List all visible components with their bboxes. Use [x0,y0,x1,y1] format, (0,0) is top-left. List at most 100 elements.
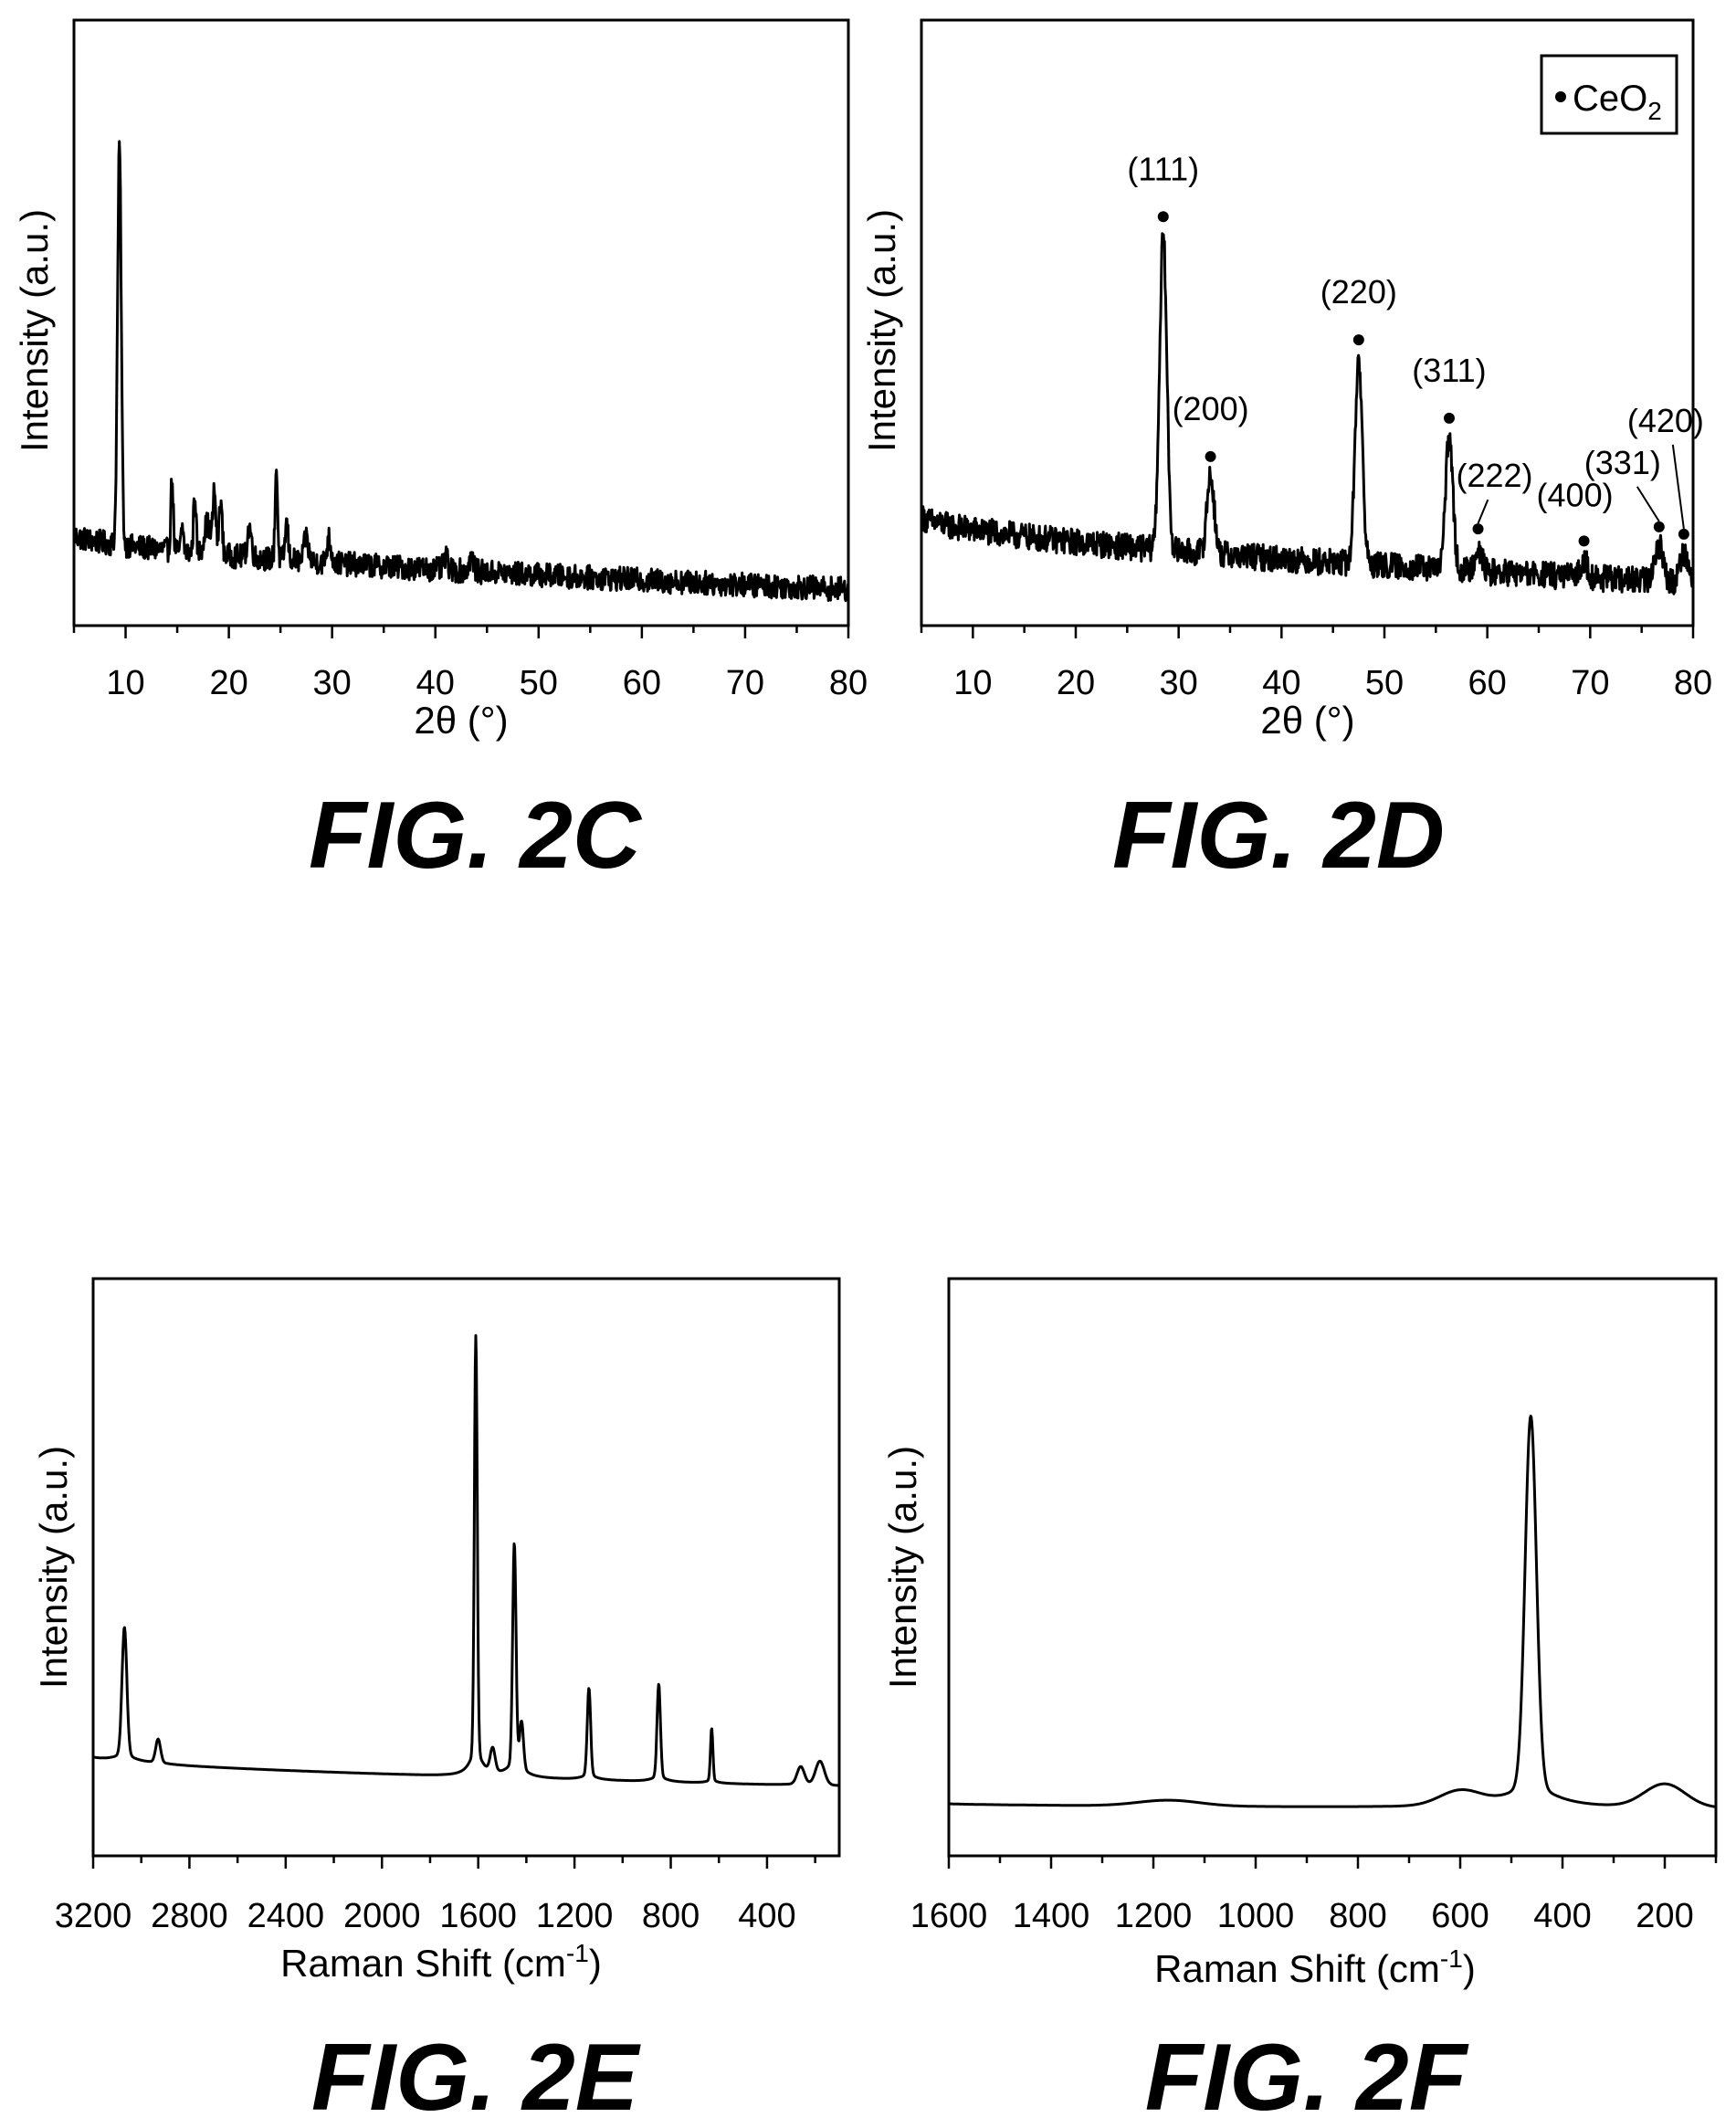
x-tick-label: 70 [726,664,764,702]
plot-frame-2e [91,1277,841,1858]
panel-2e: 3200 2800 2400 2000 1600 1200 800 400 Raman Shi… [32,1277,841,2128]
x-tick-label: 50 [520,664,558,702]
spectrum-line-2e [92,1333,840,1787]
x-tick-label: 1400 [1013,1897,1090,1935]
x-axis-label-sup-2f: -1 [1440,1944,1463,1973]
legend-marker-2d [1555,91,1566,102]
x-tick-label: 800 [1329,1897,1386,1935]
peak-leader-line [1671,444,1685,530]
x-tick-label: 3200 [55,1897,132,1935]
x-tick-label: 400 [738,1897,795,1935]
figure-label-2d: FIG. 2D [1112,783,1445,889]
figure-label-2c: FIG. 2C [309,783,643,889]
x-tick-label: 60 [1468,664,1507,702]
x-tick-labels-2e: 3200 2800 2400 2000 1600 1200 800 400 [55,1897,796,1935]
series-2e [92,1333,840,1787]
x-tick-label: 10 [953,664,992,702]
peak-marker [1678,528,1689,540]
x-axis-label-2e: Raman Shift (cm-1) [280,1939,602,1985]
series-2d [920,232,1695,595]
series-2c [72,140,850,603]
y-axis-label-2c: Intensity (a.u.) [13,209,56,452]
x-tick-label: 80 [1674,664,1712,702]
x-tick-label: 20 [1057,664,1095,702]
x-ticks-2e [91,1856,816,1869]
x-tick-label: 1600 [439,1897,517,1935]
series-2f [948,1415,1717,1808]
spectrum-line-2d [920,232,1695,595]
y-axis-label-2d: Intensity (a.u.) [860,209,903,452]
legend-text-sub-2d: 2 [1647,97,1662,125]
x-tick-label: 40 [1262,664,1300,702]
x-tick-label: 30 [313,664,352,702]
x-tick-label: 1000 [1217,1897,1295,1935]
figure-label-2e: FIG. 2E [311,2025,641,2128]
x-tick-label: 30 [1160,664,1198,702]
x-tick-label: 1600 [910,1897,988,1935]
spectrum-line-2f [948,1415,1717,1808]
x-ticks-2d [920,626,1695,638]
peak-index-label: (222) [1457,457,1533,494]
peak-leader-line [1636,486,1660,522]
x-tick-label: 2400 [247,1897,325,1935]
x-tick-label: 2800 [151,1897,228,1935]
x-tick-label: 2000 [343,1897,421,1935]
x-tick-label: 70 [1571,664,1609,702]
plot-frame-2d [920,18,1695,627]
peak-marker [1205,450,1216,462]
x-tick-labels-2f: 1600 1400 1200 1000 800 600 400 200 [910,1897,1694,1935]
panel-2c: 10 20 30 40 50 60 70 80 2θ (°) Intensity (a.u.)… [13,18,868,889]
y-axis-label-2e: Intensity (a.u.) [32,1446,75,1689]
peak-index-label: (331) [1584,444,1661,481]
x-axis-label-sup-2e: -1 [566,1939,589,1967]
x-tick-labels-2d: 10 20 30 40 50 60 70 80 [953,664,1712,702]
x-tick-label: 600 [1431,1897,1489,1935]
plot-frame-2c [72,18,850,627]
x-tick-label: 10 [106,664,144,702]
peak-index-label: (220) [1320,273,1397,311]
peak-marker [1578,535,1590,547]
x-axis-label-2d: 2θ (°) [1260,699,1354,742]
x-tick-label: 1200 [536,1897,614,1935]
peak-index-label: (400) [1537,476,1614,513]
x-ticks-2f [947,1856,1718,1869]
y-axis-label-2f: Intensity (a.u.) [881,1446,924,1689]
peak-marker [1352,334,1364,346]
annotations-2d: (111) (200) (220) (311) (222)(400)(331) (420) [1127,150,1704,547]
peak-index-label: (200) [1173,390,1249,427]
x-axis-label-tail-2e: ) [589,1942,602,1985]
peak-marker [1472,523,1484,535]
peak-index-label: (311) [1412,352,1486,389]
x-tick-label: 1200 [1115,1897,1193,1935]
peak-index-label: (111) [1127,150,1199,187]
x-tick-label: 800 [642,1897,700,1935]
x-axis-label-main-2e: Raman Shift (cm [280,1942,566,1985]
legend-2d: CeO2 [1540,54,1678,135]
plot-frame-2f [947,1277,1718,1858]
x-tick-label: 80 [829,664,868,702]
x-axis-label-tail-2f: ) [1463,1947,1476,1990]
legend-text-main-2d: CeO [1573,79,1647,119]
x-tick-label: 20 [209,664,247,702]
x-tick-label: 200 [1636,1897,1693,1935]
legend-text-2d: CeO2 [1573,79,1662,125]
x-tick-label: 400 [1533,1897,1591,1935]
x-axis-label-2f: Raman Shift (cm-1) [1154,1944,1476,1990]
figure-label-2f: FIG. 2F [1145,2025,1469,2128]
peak-marker [1653,521,1665,532]
x-ticks-2c [72,626,850,638]
x-tick-label: 60 [623,664,661,702]
peak-leader-line [1477,499,1489,524]
x-axis-label-2c: 2θ (°) [414,699,508,742]
peak-marker [1157,211,1169,223]
x-tick-labels-2c: 10 20 30 40 50 60 70 80 [106,664,868,702]
peak-index-label: (420) [1627,402,1704,439]
x-tick-label: 50 [1365,664,1404,702]
panel-2d: 10 20 30 40 50 60 70 80 (111) (200) (220) (311) (22… [860,18,1712,889]
x-tick-label: 40 [416,664,455,702]
panel-2f: 1600 1400 1200 1000 800 600 400 200 Raman Shift… [881,1277,1718,2128]
x-axis-label-main-2f: Raman Shift (cm [1154,1947,1440,1990]
spectrum-line-2c [72,140,850,603]
peak-marker [1443,412,1455,424]
